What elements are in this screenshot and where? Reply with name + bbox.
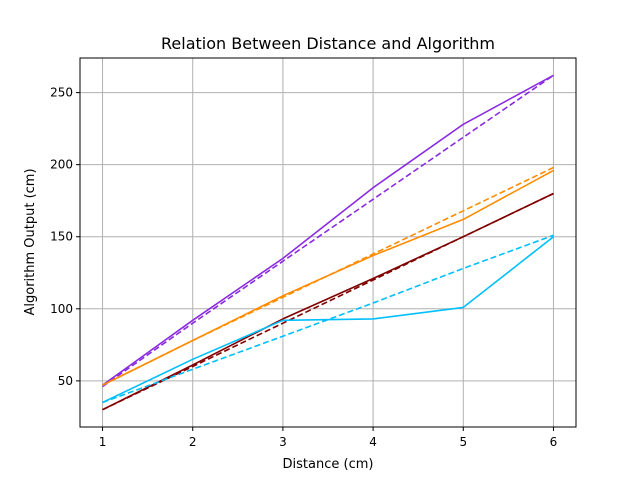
series-line-1-solid: [102, 74, 554, 386]
x-tick-label: 5: [459, 435, 467, 449]
y-tick-label: 250: [50, 86, 73, 100]
y-tick-label: 100: [50, 302, 73, 316]
series-line-6-dashed: [102, 192, 554, 411]
x-tick-label: 1: [99, 435, 107, 449]
series-line-2-dashed: [102, 74, 554, 388]
series-line-7-solid: [102, 236, 554, 404]
x-tick-label: 3: [279, 435, 287, 449]
x-tick-label: 6: [550, 435, 558, 449]
y-tick-label: 200: [50, 158, 73, 172]
x-axis-label: Distance (cm): [283, 457, 374, 472]
y-axis-ticks: 50 100 150 200 250: [50, 86, 80, 388]
y-tick-label: 150: [50, 230, 73, 244]
y-axis-label: Algorithm Output (cm): [23, 168, 38, 315]
series-lines: [102, 74, 554, 411]
series-line-8-dashed: [102, 234, 554, 404]
chart-title: Relation Between Distance and Algorithm: [161, 34, 495, 53]
series-line-4-dashed: [102, 166, 554, 386]
x-tick-label: 2: [189, 435, 197, 449]
y-tick-label: 50: [58, 374, 73, 388]
plot-area-frame: [79, 57, 577, 428]
x-tick-label: 4: [369, 435, 377, 449]
x-axis-ticks: 1 2 3 4 5 6: [99, 427, 558, 449]
